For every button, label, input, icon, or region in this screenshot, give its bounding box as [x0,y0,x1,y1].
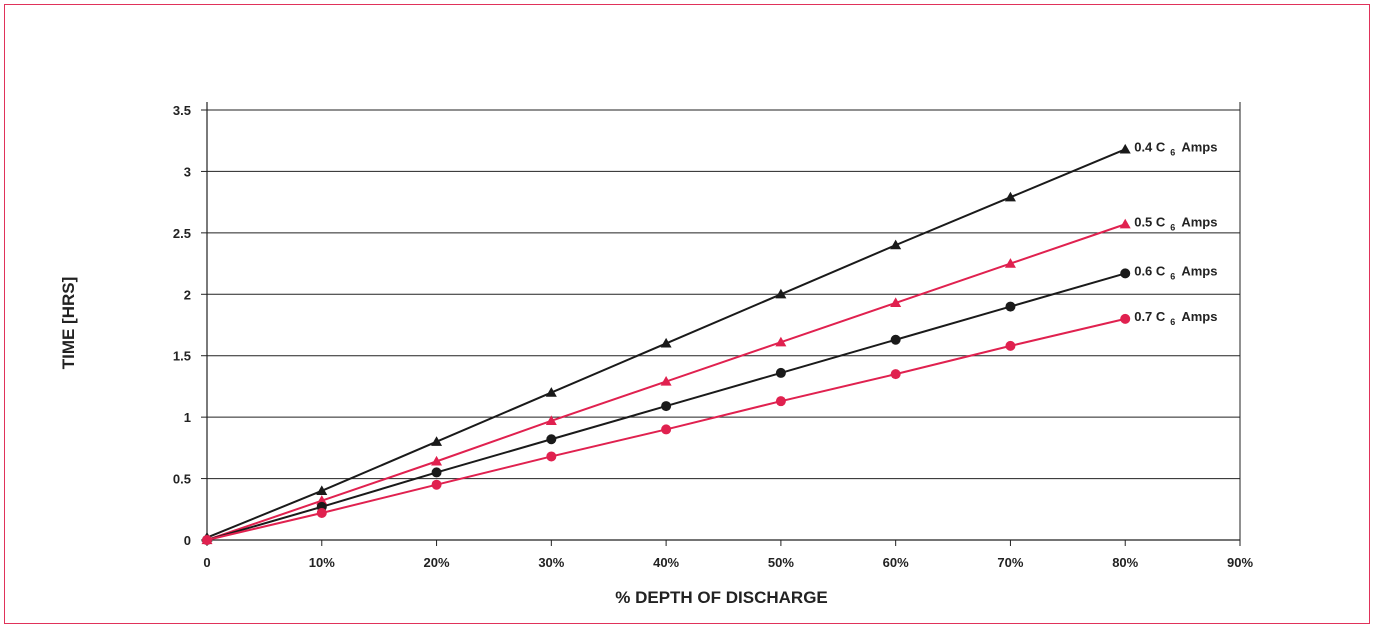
x-tick-label: 30% [538,555,564,570]
data-point [661,424,672,435]
x-axis-title: % DEPTH OF DISCHARGE [615,588,828,607]
data-point [660,337,672,348]
y-tick-label: 3 [184,164,191,179]
x-tick-label: 60% [883,555,909,570]
x-tick-label: 80% [1112,555,1138,570]
series-label-2: 0.5 C 6 Amps [1134,214,1217,232]
data-point [890,369,901,380]
data-point [1119,143,1131,154]
data-point [1120,268,1131,279]
y-tick-label: 3.5 [173,103,191,118]
data-point [431,467,442,478]
data-point [775,396,786,407]
x-tick-label: 50% [768,555,794,570]
data-point [775,288,787,299]
data-point [890,239,902,250]
data-point [545,387,557,397]
data-point [1005,301,1016,312]
data-point [660,376,672,386]
data-point [202,535,212,545]
y-tick-label: 0.5 [173,472,191,487]
x-tick-labels: 0 10% 20% 30% 40% 50% 60% 70% 80% 90% [203,555,1253,570]
data-point [775,367,786,378]
series-label-3: 0.6 C 6 Amps [1134,263,1217,281]
data-point [316,485,328,495]
data-point [546,434,557,445]
data-point [431,479,442,490]
series-label-1: 0.4 C 6 Amps [1134,139,1217,157]
y-tick-label: 2 [184,287,191,302]
y-tick-label: 1.5 [173,349,191,364]
data-point [775,336,787,347]
data-point [431,455,443,466]
x-tick-label: 0 [203,555,210,570]
data-point [1004,258,1016,268]
data-point [890,334,901,345]
series-labels: 0.4 C 6 Amps 0.5 C 6 Amps 0.6 C 6 Amps 0.7 C 6 Amps [1134,139,1217,327]
data-point [316,507,327,518]
series-lines [201,143,1131,545]
series-label-4: 0.7 C 6 Amps [1134,309,1217,327]
data-point [1119,218,1131,229]
data-point [1005,340,1016,351]
x-tick-label: 40% [653,555,679,570]
x-tick-label: 70% [997,555,1023,570]
y-tick-labels: 0 0.5 1 1.5 2 2.5 3 3.5 [173,103,191,548]
data-point [890,297,902,308]
data-point [431,436,443,446]
gridlines [207,109,1240,480]
data-point [661,401,672,412]
data-point [316,495,328,505]
data-point [1120,313,1131,324]
y-axis-title: TIME [HRS] [59,277,78,370]
y-tick-label: 2.5 [173,226,191,241]
y-tick-label: 1 [184,410,191,425]
y-tick-label: 0 [184,533,191,548]
x-tick-label: 90% [1227,555,1253,570]
axes [201,102,1241,546]
data-point [1004,191,1016,202]
chart-frame [4,4,1370,624]
x-tick-label: 10% [309,555,335,570]
x-tick-label: 20% [424,555,450,570]
data-point [545,415,557,425]
data-point [546,451,557,462]
